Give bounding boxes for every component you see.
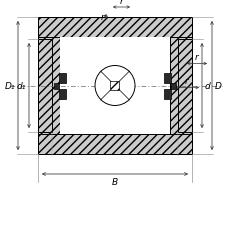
Polygon shape [163,73,175,99]
Polygon shape [38,38,60,134]
Polygon shape [38,18,191,38]
Text: r: r [184,77,188,86]
Polygon shape [177,40,191,132]
Polygon shape [169,38,191,134]
Text: d: d [204,82,210,91]
Polygon shape [60,38,169,134]
Text: r: r [119,0,123,6]
Text: D₁: D₁ [5,82,15,91]
Polygon shape [54,73,66,99]
Polygon shape [110,82,119,91]
Text: B: B [112,177,117,186]
Text: r: r [100,13,104,22]
Polygon shape [38,134,191,154]
Text: r: r [194,53,198,62]
Circle shape [95,66,134,106]
Polygon shape [38,40,52,132]
Text: d₁: d₁ [16,82,26,91]
Text: D: D [214,82,221,91]
